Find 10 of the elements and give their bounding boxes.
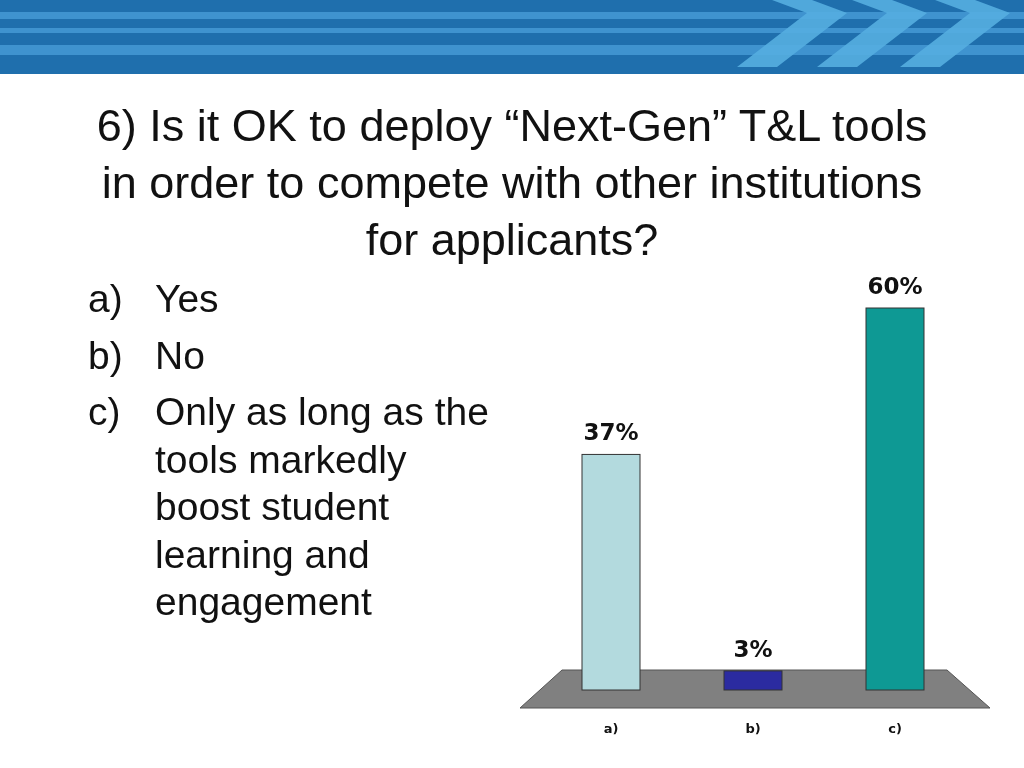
- text: c) Only as long as the tools markedly boost student learning and engagement: [88, 390, 489, 623]
- chart-title: 6) Is it OK to deploy “Next-Gen” T&L tools in order to compete with other institutions for applicants?: [96, 100, 928, 265]
- data-label: 37%: [583, 419, 639, 446]
- data-label: 3%: [733, 635, 773, 662]
- text: b) No: [88, 333, 205, 377]
- x-tick-label: c): [888, 721, 902, 736]
- x-tick-label: a): [603, 721, 619, 736]
- data-label: 60%: [867, 273, 923, 299]
- text: a) Yes: [88, 277, 219, 320]
- x-tick-label: b): [745, 721, 761, 736]
